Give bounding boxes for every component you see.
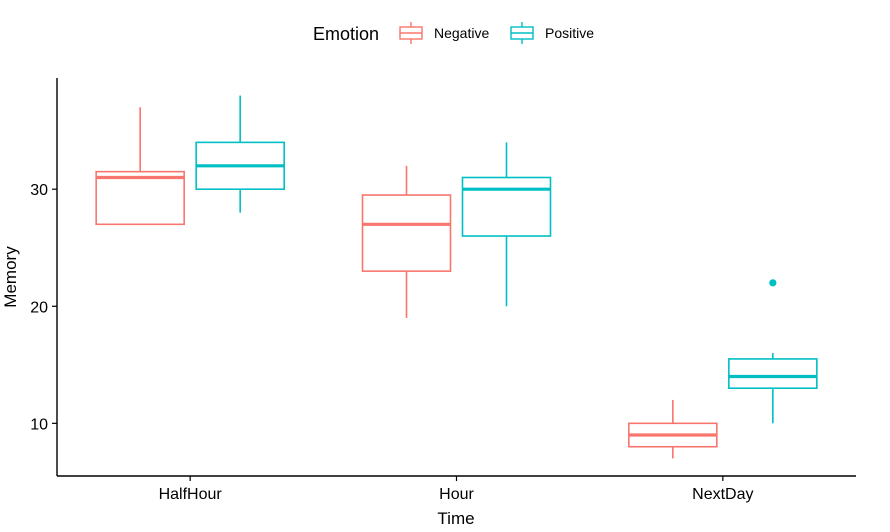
legend: Emotion Negative Positive [313,22,594,44]
box-negative-nextday [628,399,718,459]
box-positive-halfhour [195,95,285,213]
x-tick-label: Hour [439,486,474,503]
x-tick-label: NextDay [692,486,753,503]
x-tick-label: HalfHour [159,486,223,503]
legend-key-positive [510,22,534,44]
y-tick-label: 30 [30,182,48,199]
legend-title: Emotion [313,24,379,44]
y-tick-label: 20 [30,299,48,316]
box-iqr [95,170,185,226]
box-iqr [361,194,452,272]
x-axis-ticks: HalfHour Hour NextDay [159,476,754,503]
box-positive-hour [461,142,552,307]
x-axis-title: Time [437,509,474,528]
box-positive-nextday [728,279,818,424]
legend-label-negative: Negative [434,25,489,41]
box-negative-hour [361,165,452,318]
legend-label-positive: Positive [545,25,594,41]
outlier-point [769,279,777,287]
y-axis-title: Memory [1,246,20,308]
legend-key-negative [399,22,423,44]
box-series [95,95,818,459]
y-tick-label: 10 [30,416,48,433]
box-iqr [728,358,818,390]
box-negative-halfhour [95,107,185,226]
y-axis-ticks: 10 20 30 [30,182,57,433]
box-iqr [461,176,552,237]
